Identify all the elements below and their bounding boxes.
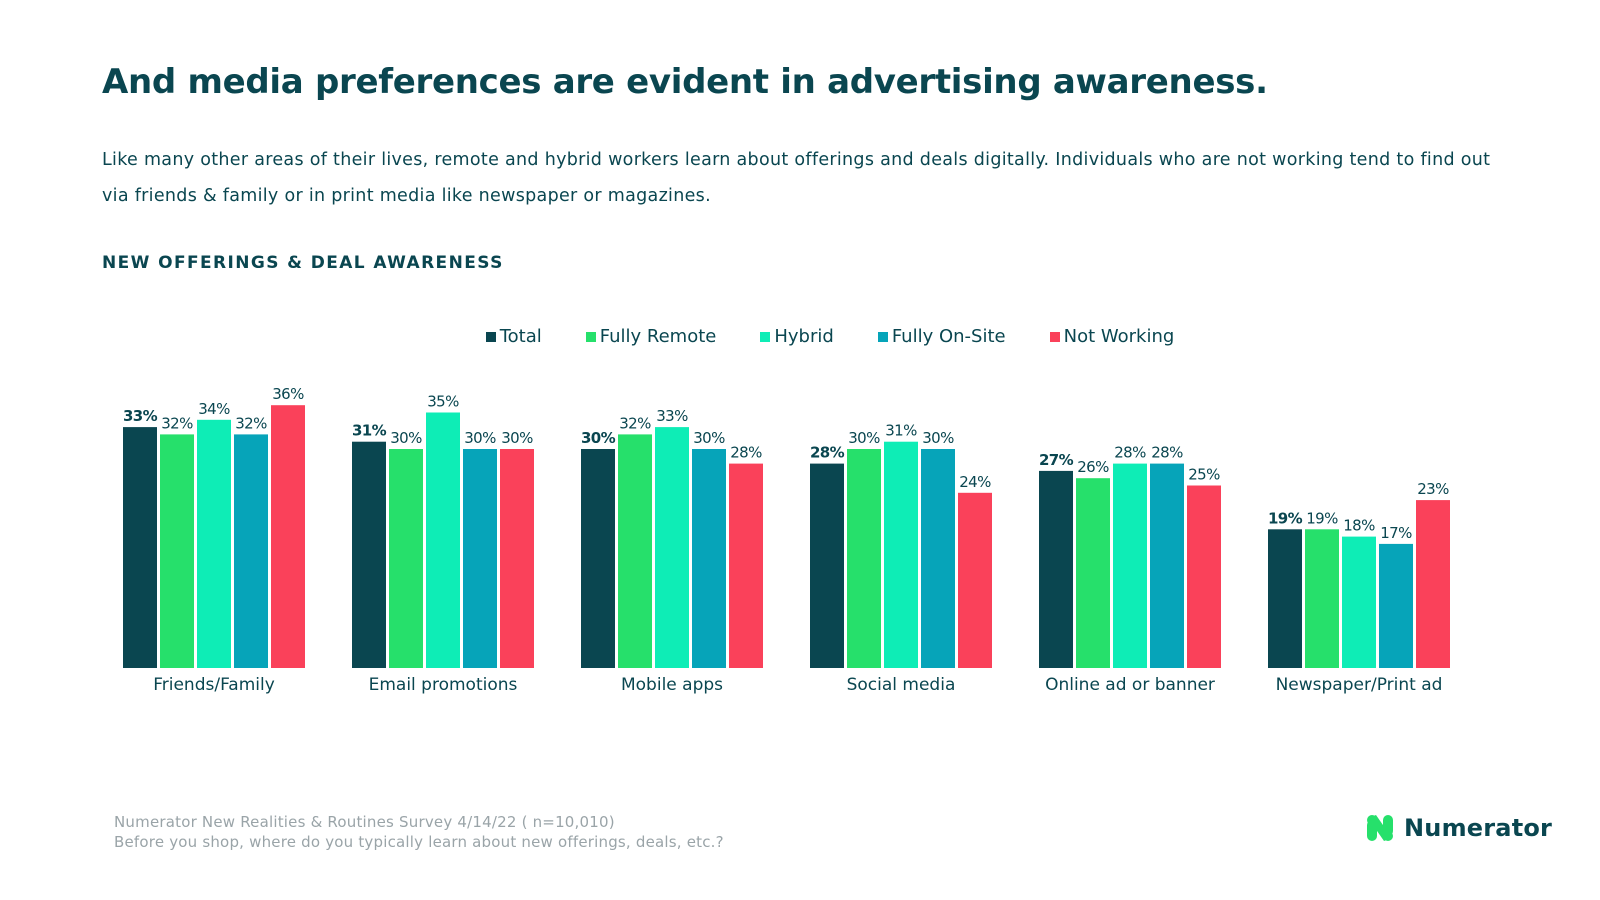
bar (1076, 478, 1110, 668)
bar (1342, 536, 1376, 668)
bar (389, 449, 423, 668)
bar (1379, 543, 1413, 668)
data-label: 23% (1417, 480, 1449, 498)
legend-swatch (760, 331, 771, 342)
bar-group: 30%32% 33%30%28%Mobile apps (581, 407, 763, 695)
data-label: 33% (656, 407, 688, 425)
legend-item: Hybrid (740, 326, 834, 347)
bar (958, 492, 992, 668)
bar (234, 434, 268, 668)
category-label: Newspaper/Print ad (1276, 675, 1443, 695)
legend-swatch (1049, 331, 1060, 342)
bar-group: 33% 32%34%32%36%Friends/Family (123, 385, 305, 695)
data-label: 36% (272, 385, 304, 403)
data-label: 28% (730, 444, 762, 462)
bar (810, 463, 844, 668)
footnote: Numerator New Realities & Routines Surve… (114, 812, 724, 852)
bar (692, 449, 726, 668)
numerator-logo-icon (1367, 815, 1393, 841)
bar (1187, 485, 1221, 668)
legend-label: Total (499, 326, 542, 347)
bar-group: 19% 19% 18% 17% 23% Newspaper/Print ad (1268, 480, 1450, 695)
bar (1268, 529, 1302, 668)
data-label: 19% (1268, 509, 1303, 527)
legend-item: Not Working (1030, 326, 1175, 347)
category-label: Social media (847, 675, 956, 695)
bar (123, 427, 157, 668)
bar (618, 434, 652, 668)
bar (847, 449, 881, 668)
bar (1150, 463, 1184, 668)
bar (581, 449, 615, 668)
data-label: 27% (1039, 451, 1074, 469)
data-label: 28% (810, 444, 845, 462)
data-label: 31% (885, 422, 917, 440)
data-label: 25% (1188, 466, 1220, 484)
data-label: 19% (1306, 509, 1338, 527)
bar (1039, 470, 1073, 668)
legend-label: Hybrid (774, 326, 834, 347)
data-label: 30% (390, 429, 422, 447)
data-label: 32% (235, 414, 267, 432)
data-label: 26% (1077, 458, 1109, 476)
bar (352, 441, 386, 668)
legend-item: Total (426, 326, 542, 347)
bar (1113, 463, 1147, 668)
data-label: 33% (123, 407, 158, 425)
bar (729, 463, 763, 668)
legend-label: Fully Remote (599, 326, 717, 347)
bar (655, 427, 689, 668)
footnote-source: Numerator New Realities & Routines Surve… (114, 813, 615, 831)
legend-swatch (877, 331, 888, 342)
bar-group: 27% 26% 28% 28% 25% Online ad or banner (1039, 444, 1221, 695)
data-label: 30% (501, 429, 533, 447)
data-label: 28% (1151, 444, 1183, 462)
chart-legend: Total Fully Remote Hybrid Fully On-Site Not … (0, 326, 1600, 347)
data-label: 30% (922, 429, 954, 447)
brand-logo: Numerator (1366, 814, 1552, 842)
category-label: Email promotions (369, 675, 518, 695)
bar (197, 419, 231, 668)
data-label: 18% (1343, 517, 1375, 535)
bar (921, 449, 955, 668)
bar (1416, 500, 1450, 668)
category-label: Friends/Family (153, 675, 275, 695)
legend-item: Fully Remote (566, 326, 717, 347)
data-label: 32% (161, 414, 193, 432)
data-label: 34% (198, 400, 230, 418)
bar (160, 434, 194, 668)
bar (884, 441, 918, 668)
page-subtitle: Like many other areas of their lives, re… (102, 150, 1491, 206)
chart-section-label: NEW OFFERINGS & DEAL AWARENESS (102, 253, 504, 273)
category-label: Mobile apps (621, 675, 723, 695)
data-label: 28% (1114, 444, 1146, 462)
data-label: 35% (427, 393, 459, 411)
data-label: 30% (464, 429, 496, 447)
data-label: 30% (693, 429, 725, 447)
data-label: 17% (1380, 524, 1412, 542)
bar-group: 31% 30%35%30% 30%Email promotions (352, 393, 534, 695)
bar-group: 28%30% 31% 30%24%Social media (810, 422, 992, 695)
brand-name: Numerator (1404, 814, 1553, 842)
category-label: Online ad or banner (1045, 675, 1215, 695)
data-label: 24% (959, 473, 991, 491)
legend-swatch (585, 331, 596, 342)
legend-item: Fully On-Site (858, 326, 1006, 347)
data-label: 32% (619, 414, 651, 432)
legend-swatch (485, 331, 496, 342)
data-label: 30% (581, 429, 616, 447)
bar (426, 412, 460, 668)
legend-label: Not Working (1063, 326, 1175, 347)
bar (463, 449, 497, 668)
legend-label: Fully On-Site (891, 326, 1006, 347)
data-label: 30% (848, 429, 880, 447)
footnote-question: Before you shop, where do you typically … (114, 833, 724, 851)
data-label: 31% (352, 422, 387, 440)
bar (271, 405, 305, 668)
page-title: And media preferences are evident in adv… (102, 62, 1268, 102)
bar (500, 449, 534, 668)
bar (1305, 529, 1339, 668)
